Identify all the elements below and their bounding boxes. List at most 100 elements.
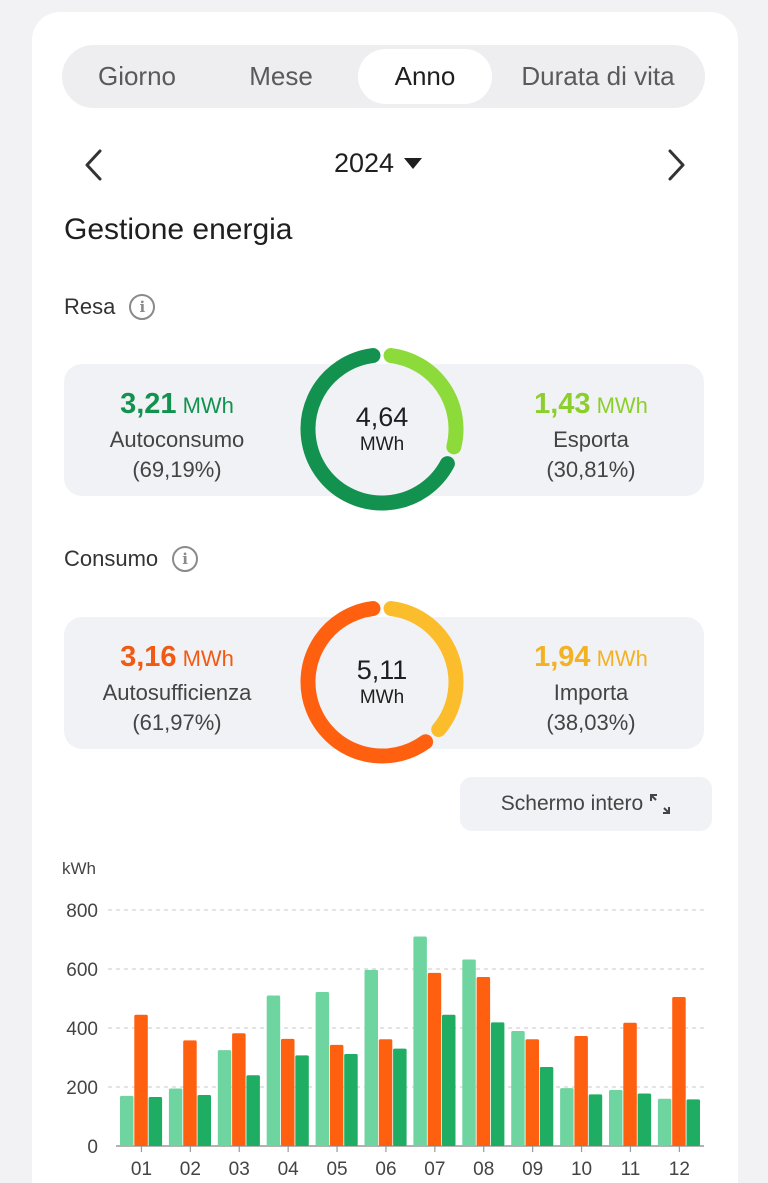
y-tick-label: 0	[87, 1137, 98, 1158]
section-title: Gestione energia	[64, 213, 293, 246]
x-tick-label: 02	[180, 1159, 201, 1180]
bar[interactable]	[232, 1033, 246, 1146]
consumo-right-arc	[383, 601, 464, 737]
autosufficienza-value: 3,16	[120, 641, 177, 673]
bar[interactable]	[525, 1039, 540, 1146]
info-icon[interactable]: i	[172, 546, 199, 572]
consumo-label: Consumo	[64, 546, 159, 571]
importa-percent: (38,03%)	[546, 710, 636, 735]
consumo-panel	[64, 617, 704, 749]
bar[interactable]	[315, 992, 330, 1146]
previous-year-button[interactable]	[78, 145, 114, 185]
resa-total-value: 4,64	[355, 402, 409, 432]
resa-panel	[64, 364, 704, 496]
bar[interactable]	[378, 1039, 393, 1146]
bar[interactable]	[462, 959, 476, 1146]
bar[interactable]	[246, 1075, 260, 1146]
x-tick-label: 12	[669, 1159, 690, 1180]
bar[interactable]	[183, 1040, 197, 1146]
year-selector[interactable]: 2024	[318, 143, 438, 183]
bar[interactable]	[476, 976, 491, 1146]
autosufficienza-stat: 3,16 MWh Autosufficienza (61,97%)	[72, 641, 282, 736]
autosufficienza-label: Autosufficienza	[102, 680, 252, 705]
caret-down-icon	[404, 157, 423, 169]
bar[interactable]	[217, 1050, 232, 1146]
bar[interactable]	[686, 1099, 701, 1146]
bar[interactable]	[574, 1035, 588, 1146]
resa-total-unit: MWh	[359, 434, 405, 455]
esporta-value: 1,43	[534, 388, 591, 420]
esporta-stat: 1,43 MWh Esporta (30,81%)	[486, 388, 696, 483]
autoconsumo-stat: 3,21 MWh Autoconsumo (69,19%)	[72, 388, 282, 483]
bar[interactable]	[364, 969, 379, 1146]
bar[interactable]	[672, 997, 686, 1146]
autoconsumo-label: Autoconsumo	[109, 427, 245, 452]
bar[interactable]	[134, 1014, 148, 1146]
bar[interactable]	[266, 995, 281, 1146]
next-year-button[interactable]	[658, 145, 694, 185]
autosufficienza-unit: MWh	[182, 646, 234, 671]
autoconsumo-percent: (69,19%)	[132, 457, 222, 482]
x-tick-label: 11	[621, 1159, 641, 1180]
bar[interactable]	[148, 1097, 163, 1146]
importa-stat: 1,94 MWh Importa (38,03%)	[486, 641, 696, 736]
bar[interactable]	[490, 1022, 505, 1146]
bar[interactable]	[329, 1044, 344, 1146]
bar[interactable]	[344, 1053, 358, 1146]
tab-giorno[interactable]: Giorno	[97, 61, 177, 91]
bar[interactable]	[511, 1030, 525, 1146]
importa-value: 1,94	[534, 641, 591, 673]
x-tick-label: 09	[522, 1159, 543, 1180]
y-tick-label: 800	[66, 901, 98, 922]
fullscreen-button[interactable]: Schermo intero	[460, 777, 712, 831]
importa-unit: MWh	[596, 646, 648, 671]
resa-donut-chart: 4,64 MWh	[290, 337, 474, 521]
x-tick-label: 08	[473, 1159, 494, 1180]
bar[interactable]	[637, 1093, 652, 1146]
resa-heading: Resa i	[64, 294, 156, 320]
autosufficienza-percent: (61,97%)	[132, 710, 222, 735]
bar[interactable]	[281, 1038, 295, 1146]
bar[interactable]	[539, 1066, 554, 1146]
x-tick-label: 07	[424, 1159, 445, 1180]
x-tick-label: 06	[375, 1159, 396, 1180]
fullscreen-label: Schermo intero	[500, 792, 644, 815]
bar[interactable]	[295, 1055, 309, 1146]
bar[interactable]	[168, 1088, 183, 1146]
consumo-left-arc	[300, 601, 434, 764]
bar[interactable]	[623, 1022, 637, 1146]
y-axis-unit-label: kWh	[62, 859, 96, 878]
consumo-heading: Consumo i	[64, 546, 199, 572]
consumo-total-unit: MWh	[359, 687, 405, 708]
x-tick-label: 10	[571, 1159, 592, 1180]
expand-icon	[650, 794, 671, 814]
y-tick-label: 200	[66, 1078, 98, 1099]
year-label: 2024	[333, 147, 395, 178]
consumo-total-value: 5,11	[356, 655, 408, 685]
esporta-label: Esporta	[553, 427, 629, 452]
tab-anno[interactable]: Anno	[358, 49, 492, 104]
consumo-donut-chart: 5,11 MWh	[290, 590, 474, 774]
bar[interactable]	[427, 972, 442, 1146]
y-tick-label: 600	[66, 960, 98, 981]
bar[interactable]	[609, 1089, 623, 1146]
bar[interactable]	[442, 1014, 456, 1146]
period-tabs: Giorno Mese Anno Durata di vita	[62, 45, 705, 108]
info-icon[interactable]: i	[129, 294, 156, 320]
resa-left-arc	[300, 348, 455, 511]
x-tick-label: 04	[278, 1159, 300, 1180]
bar[interactable]	[393, 1048, 407, 1146]
monthly-bar-chart: kWh 0 200 400 600 800 01 02 03 04 05 06 07 08 09 10 11 12	[0, 850, 768, 1183]
y-tick-label: 400	[66, 1019, 98, 1040]
bar[interactable]	[120, 1095, 134, 1146]
chevron-right-icon	[668, 149, 685, 181]
bar[interactable]	[413, 936, 427, 1146]
tab-mese[interactable]: Mese	[249, 61, 313, 91]
bar[interactable]	[197, 1094, 212, 1146]
bar[interactable]	[657, 1098, 672, 1146]
bar[interactable]	[560, 1088, 574, 1146]
tab-durata-di-vita[interactable]: Durata di vita	[521, 61, 675, 91]
x-tick-label: 05	[326, 1159, 347, 1180]
bar[interactable]	[588, 1094, 603, 1146]
resa-label: Resa	[64, 294, 116, 319]
